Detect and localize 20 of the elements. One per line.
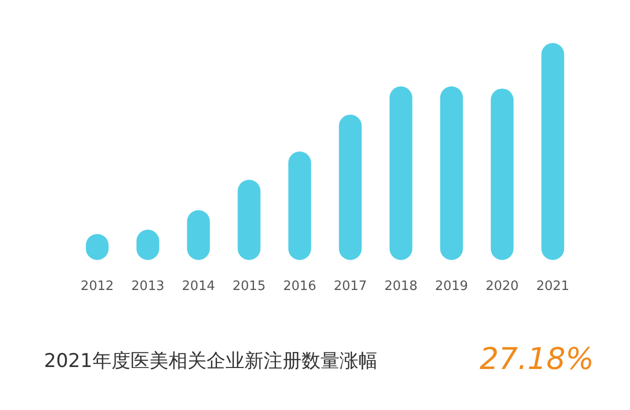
bar (390, 86, 412, 260)
x-tick-label: 2013 (131, 279, 164, 294)
bar (541, 43, 564, 260)
bar (187, 210, 210, 260)
x-tick-label: 2014 (182, 279, 216, 294)
bar (440, 86, 463, 260)
text: 27.18% (480, 342, 594, 377)
x-tick-label: 2019 (434, 279, 468, 294)
x-tick-label: 2020 (486, 279, 519, 294)
x-tick-label: 2012 (80, 279, 114, 294)
x-tick-label: 2021 (536, 279, 570, 294)
x-tick-label: 2016 (283, 279, 316, 294)
text: 2021年度医美相关企业新注册数量涨幅 (44, 350, 378, 372)
x-tick-label: 2017 (334, 279, 367, 294)
bar (338, 114, 362, 260)
bar (490, 88, 514, 260)
x-tick-label: 2015 (232, 279, 266, 294)
bar (288, 152, 312, 260)
x-tick-label: 2018 (384, 279, 418, 294)
bar (238, 180, 260, 260)
